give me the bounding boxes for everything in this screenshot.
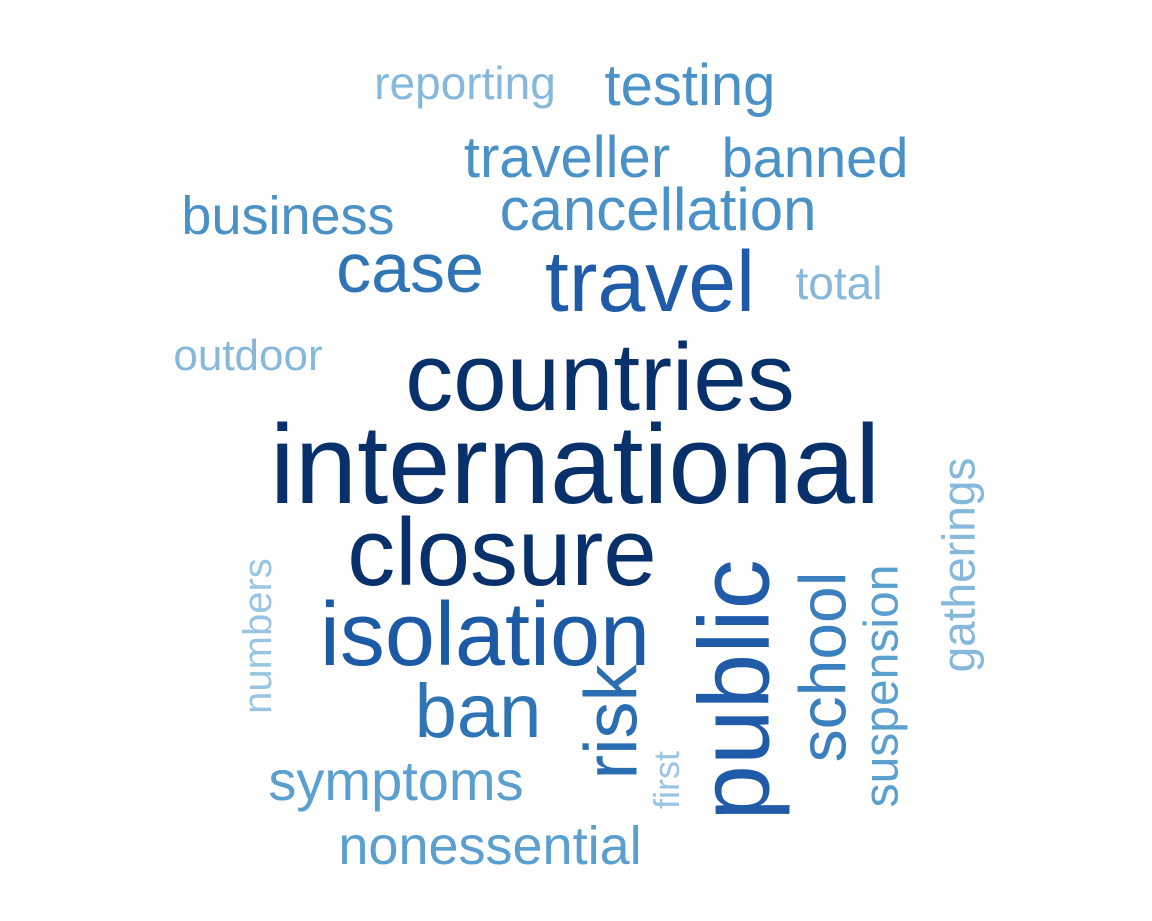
word-suspension: suspension [855, 564, 908, 808]
word-cancellation: cancellation [499, 176, 817, 243]
word-international: international [269, 402, 881, 527]
word-business: business [181, 186, 395, 246]
word-outdoor: outdoor [173, 331, 323, 380]
word-numbers: numbers [236, 558, 280, 714]
word-case: case [336, 229, 484, 307]
word-total: total [795, 257, 883, 309]
word-risk: risk [570, 664, 653, 780]
word-testing: testing [604, 53, 776, 118]
word-ban: ban [414, 669, 542, 754]
word-banned: banned [721, 126, 909, 189]
word-gatherings: gatherings [931, 457, 984, 673]
word-countries: countries [405, 324, 795, 431]
word-first: first [646, 751, 687, 809]
word-traveller: traveller [463, 125, 671, 190]
word-symptoms: symptoms [268, 749, 524, 812]
word-reporting: reporting [374, 57, 556, 109]
word-isolation: isolation [319, 585, 651, 685]
word-public: public [679, 559, 791, 821]
word-closure: closure [347, 499, 657, 606]
word-school: school [785, 571, 859, 763]
word-nonessential: nonessential [338, 816, 642, 876]
word-travel: travel [544, 234, 756, 330]
